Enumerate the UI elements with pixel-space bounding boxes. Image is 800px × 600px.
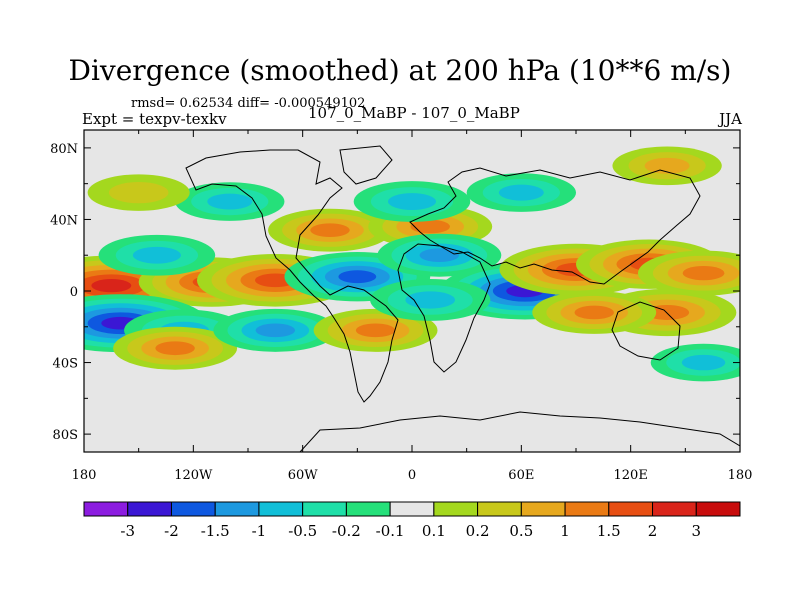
- colorbar-box: [608, 501, 654, 517]
- coastline-americas: [185, 149, 399, 403]
- anomaly-contour-25-2: [681, 354, 726, 371]
- colorbar-box: [258, 501, 304, 517]
- anomaly-contour-10-3: [410, 219, 450, 234]
- anomaly-contour-21-2: [644, 157, 690, 174]
- colorbar-box: [127, 501, 172, 517]
- colorbar: -3 -2 -1.5 -1 -0.5 -0.2 -0.1 0.1 0.2 0.5 1 1.5 2 3: [83, 501, 741, 540]
- colorbar-box: [345, 501, 391, 517]
- colorbar-label: 0.1: [422, 522, 446, 540]
- colorbar-label: -0.5: [288, 522, 317, 540]
- field-layer: [84, 130, 740, 452]
- colorbar-box: [389, 501, 435, 517]
- y-tick-label: 40S: [53, 357, 78, 372]
- colorbar-box: [477, 501, 522, 517]
- anomaly-contour-22-2: [207, 193, 253, 210]
- x-tick-label: 180: [728, 468, 753, 483]
- anomaly-contour-11-3: [419, 248, 460, 263]
- colorbar-label: 1.5: [597, 522, 621, 540]
- colorbar-box: [302, 501, 347, 517]
- x-tick-label: 60E: [508, 468, 534, 483]
- colorbar-box: [520, 501, 566, 517]
- y-tick-label: 80N: [50, 142, 78, 157]
- colorbar-label: 3: [691, 522, 701, 540]
- anomaly-contour-6-3: [155, 341, 195, 356]
- colorbar-label: -1.5: [201, 522, 230, 540]
- stats-line: rmsd= 0.62534 diff= -0.000549102: [131, 96, 366, 111]
- colorbar-label: -0.1: [376, 522, 405, 540]
- colorbar-label: 1: [560, 522, 570, 540]
- anomaly-contour-17-3: [574, 305, 614, 320]
- anomaly-contour-23-2: [498, 184, 544, 201]
- x-tick-label: 0: [408, 468, 416, 483]
- season-label: JJA: [719, 110, 742, 128]
- anomaly-contour-7-3: [255, 323, 296, 338]
- x-tick-label: 120E: [614, 468, 648, 483]
- x-tick-label: 120W: [174, 468, 213, 483]
- colorbar-box: [83, 501, 129, 517]
- coastline-greenland: [339, 145, 393, 185]
- anomaly-contour-3-4: [338, 270, 377, 284]
- y-tick-label: 80S: [53, 428, 78, 443]
- anomaly-contour-9-3: [310, 223, 350, 238]
- chart-title: Divergence (smoothed) at 200 hPa (10**6 …: [68, 54, 732, 87]
- colorbar-box: [170, 501, 216, 517]
- y-tick-label: 0: [70, 285, 78, 300]
- anomaly-contour-18-2: [132, 246, 181, 264]
- colorbar-box: [564, 501, 610, 517]
- anomaly-contour-8-3: [355, 323, 396, 338]
- anomaly-contour-19-2: [405, 291, 455, 309]
- coastline-antarctica: [299, 411, 740, 452]
- colorbar-box: [695, 501, 741, 517]
- anomaly-contour-24-1: [108, 181, 169, 204]
- coastline-eurasia: [409, 167, 701, 285]
- colorbar-label: 0.5: [509, 522, 533, 540]
- anomaly-contour-15-3: [682, 265, 725, 281]
- x-tick-label: 180: [72, 468, 97, 483]
- y-axis: 80N 40N 0 40S 80S: [50, 142, 740, 443]
- coastline-layer: [185, 145, 740, 452]
- coastline-australia: [611, 301, 681, 361]
- colorbar-box: [214, 501, 260, 517]
- colorbar-label: -0.2: [332, 522, 361, 540]
- colorbar-box: [433, 501, 479, 517]
- colorbar-label: 2: [648, 522, 658, 540]
- x-tick-label: 60W: [288, 468, 319, 483]
- experiment-label: Expt = texpv-texkv: [82, 110, 227, 128]
- colorbar-label: -1: [252, 522, 267, 540]
- colorbar-label: 0.2: [466, 522, 490, 540]
- experiment-name: 107_0_MaBP - 107_0_MaBP: [308, 104, 520, 122]
- colorbar-label: -3: [120, 522, 135, 540]
- y-tick-label: 40N: [50, 213, 78, 228]
- colorbar-label: -2: [164, 522, 179, 540]
- x-axis: 180 120W 60W 0 60E 120E 180: [72, 130, 753, 483]
- anomaly-contour-20-2: [387, 193, 437, 210]
- anomaly-contour-0-5: [91, 279, 132, 293]
- colorbar-box: [652, 501, 697, 517]
- coastline-africa: [397, 243, 491, 373]
